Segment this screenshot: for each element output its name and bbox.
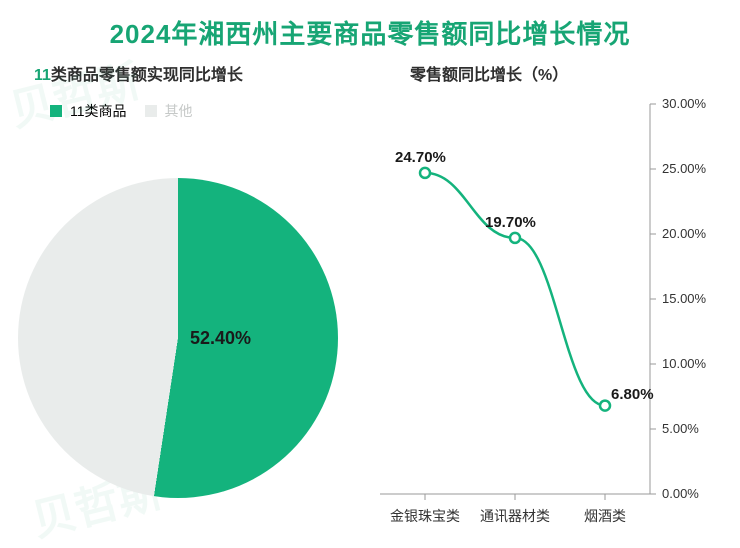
x-tick-label: 烟酒类	[584, 506, 626, 526]
line-chart: 0.00% 5.00% 10.00% 15.00% 20.00% 25.00% 30.00%…	[370, 92, 724, 532]
pie-center-label: 52.40%	[190, 328, 251, 349]
legend-swatch-0	[50, 105, 62, 117]
y-tick-label: 30.00%	[662, 96, 706, 111]
legend-label-0: 11类商品	[70, 101, 127, 121]
subtitle-left: 11类商品零售额实现同比增长	[0, 61, 370, 85]
legend-swatch-1	[145, 105, 157, 117]
legend-label-1: 其他	[165, 101, 193, 121]
x-tick-label: 通讯器材类	[480, 506, 550, 526]
watermark: 贝哲斯	[2, 45, 146, 139]
subtitle-left-prefix: 11	[34, 67, 51, 84]
y-tick-label: 15.00%	[662, 291, 706, 306]
y-tick-label: 25.00%	[662, 161, 706, 176]
subtitle-left-rest: 类商品零售额实现同比增长	[51, 67, 243, 84]
y-tick-label: 5.00%	[662, 421, 699, 436]
x-tick-label: 金银珠宝类	[390, 506, 460, 526]
line-point-label: 19.70%	[485, 214, 536, 231]
line-point-label: 6.80%	[611, 386, 654, 403]
subtitle-row: 11类商品零售额实现同比增长 零售额同比增长（%）	[0, 61, 740, 85]
pie-chart: 52.40%	[18, 178, 338, 498]
pie-disc	[18, 178, 338, 498]
legend-item-0: 11类商品	[50, 101, 127, 121]
y-tick-label: 0.00%	[662, 486, 699, 501]
y-tick-label: 20.00%	[662, 226, 706, 241]
line-point-label: 24.70%	[395, 149, 446, 166]
y-tick-label: 10.00%	[662, 356, 706, 371]
subtitle-right: 零售额同比增长（%）	[370, 61, 740, 85]
legend-item-1: 其他	[145, 101, 193, 121]
main-title: 2024年湘西州主要商品零售额同比增长情况	[0, 0, 740, 51]
